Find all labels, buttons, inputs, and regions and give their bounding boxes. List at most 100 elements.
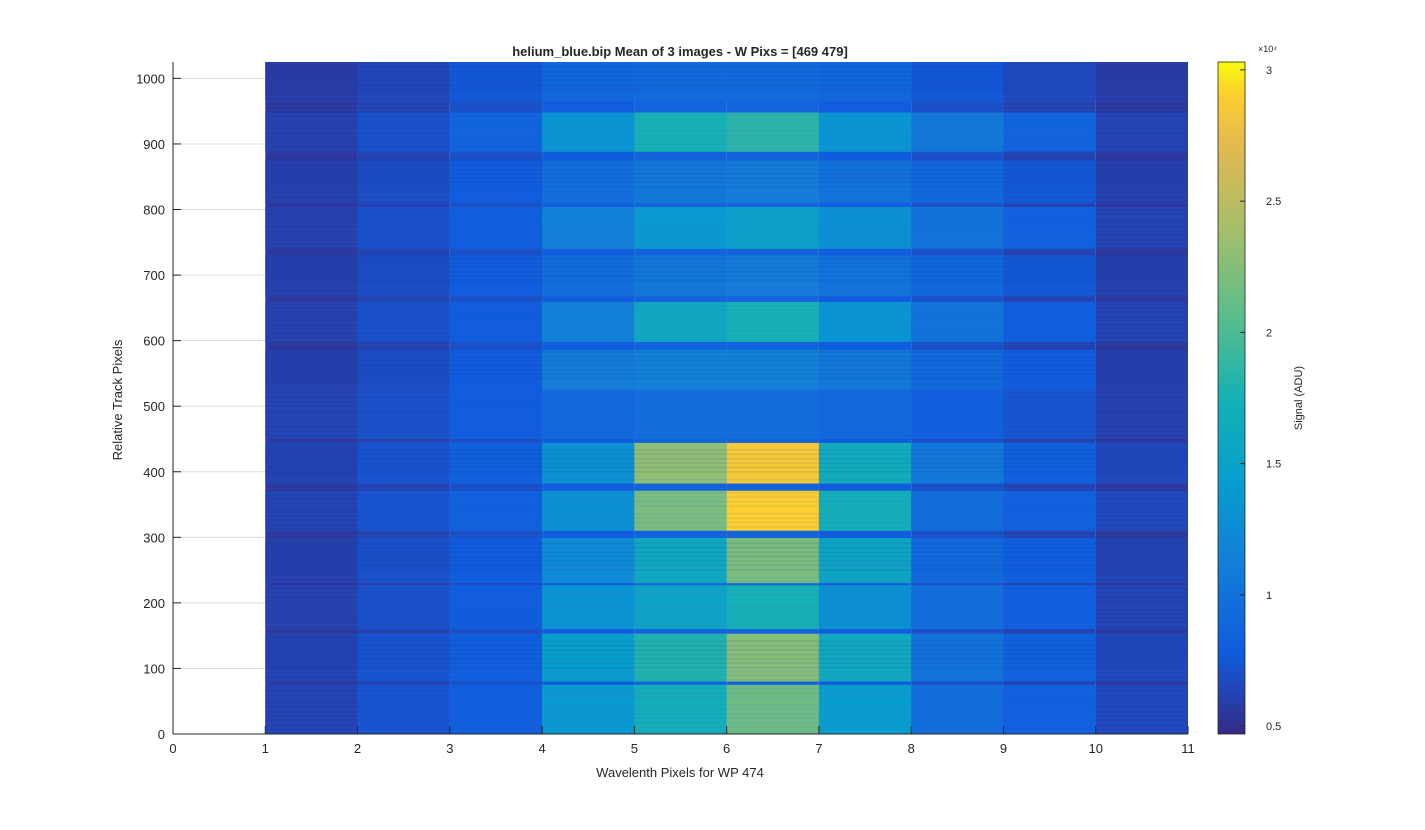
x-tick-label: 7 (815, 741, 822, 756)
heatmap-cell (818, 585, 912, 630)
heatmap-cell (818, 112, 912, 152)
heatmap-cell (726, 389, 819, 439)
heatmap-cell (265, 255, 358, 297)
heatmap-cell (634, 684, 727, 734)
heatmap-cell (357, 160, 450, 203)
heatmap-cell (1095, 112, 1188, 152)
heatmap-streak (265, 355, 1188, 358)
heatmap-cell (911, 62, 1004, 102)
heatmap-streak (265, 423, 1188, 426)
colorbar-tick-label: 3 (1266, 65, 1272, 77)
heatmap-streak (265, 628, 1188, 630)
heatmap-streak (265, 462, 1188, 464)
heatmap-streak (265, 275, 1188, 277)
heatmap-cell (357, 62, 450, 102)
heatmap-cell (818, 349, 912, 390)
heatmap-cell (449, 349, 543, 390)
heatmap-cell (1095, 442, 1188, 484)
heatmap-streak (265, 118, 1188, 120)
heatmap-streak (265, 598, 1188, 601)
heatmap-streak (265, 143, 1188, 145)
heatmap-streak (265, 526, 1188, 528)
heatmap-streak (265, 547, 1188, 549)
heatmap-streak (265, 496, 1188, 498)
x-tick-label: 6 (723, 741, 730, 756)
heatmap-streak (265, 517, 1188, 519)
heatmap-cell (911, 442, 1004, 484)
y-tick-label: 100 (143, 661, 165, 676)
heatmap-streak (265, 487, 1188, 490)
x-tick-label: 0 (169, 741, 176, 756)
heatmap-cell (726, 442, 819, 484)
y-tick-label: 200 (143, 596, 165, 611)
heatmap-streak (265, 250, 1188, 252)
heatmap-cell (449, 62, 543, 102)
heatmap-cell (357, 442, 450, 484)
heatmap-streak (265, 377, 1188, 380)
heatmap-cell (911, 349, 1004, 390)
colorbar-tick-label: 1.5 (1266, 459, 1281, 471)
heatmap-streak (265, 692, 1188, 694)
heatmap-cell (726, 112, 819, 152)
heatmap-streak (265, 343, 1188, 346)
heatmap-streak (265, 168, 1188, 171)
heatmap-cell (449, 585, 543, 630)
heatmap-streak (265, 279, 1188, 282)
heatmap-cell (818, 206, 912, 249)
heatmap-cell (911, 490, 1004, 531)
heatmap-cell (911, 389, 1004, 439)
heatmap-cell (634, 160, 727, 203)
heatmap-streak (265, 594, 1188, 596)
heatmap-streak (265, 644, 1188, 647)
colorbar-gradient (1217, 61, 1246, 735)
heatmap-streak (265, 415, 1188, 417)
heatmap-cell (818, 442, 912, 484)
heatmap-streak (265, 704, 1188, 706)
heatmap-cell (1003, 206, 1096, 249)
heatmap-cell (449, 633, 543, 682)
y-tick-label: 0 (158, 727, 165, 742)
heatmap-streak (265, 300, 1188, 303)
heatmap-cell (1003, 585, 1096, 630)
heatmap-streak (265, 589, 1188, 592)
heatmap-cell (265, 389, 358, 439)
heatmap-cell (265, 301, 358, 342)
heatmap-cell (357, 633, 450, 682)
colorbar-label: Signal (ADU) (1293, 366, 1305, 430)
heatmap-cell (542, 349, 635, 390)
heatmap-cell (1003, 349, 1096, 390)
heatmap-cell (726, 206, 819, 249)
heatmap-cell (911, 255, 1004, 297)
heatmap-cell (1095, 684, 1188, 734)
heatmap-streak (265, 453, 1188, 456)
heatmap-cell (1095, 255, 1188, 297)
colorbar-tick-label: 2 (1266, 327, 1272, 339)
heatmap-streak (265, 202, 1188, 205)
heatmap-cell (1003, 389, 1096, 439)
heatmap-cell (265, 206, 358, 249)
heatmap-streak (265, 662, 1188, 664)
axes: 0 1 2 3 4 5 6 7 8 9 10 11 0 100 200 300 400 500 600 700 800 9… (136, 62, 1195, 756)
heatmap-cell (542, 62, 635, 102)
heatmap-streak (265, 122, 1188, 124)
heatmap-cell (634, 255, 727, 297)
heatmap-streak (265, 309, 1188, 311)
heatmap-cell (726, 301, 819, 342)
heatmap-cell (357, 349, 450, 390)
heatmap-cell (1003, 62, 1096, 102)
heatmap-streak (265, 432, 1188, 435)
heatmap-cell (357, 490, 450, 531)
heatmap-cell (265, 585, 358, 630)
x-tick-label: 3 (446, 741, 453, 756)
heatmap-cell (542, 112, 635, 152)
x-axis-label: Wavelenth Pixels for WP 474 (596, 765, 764, 780)
x-tick-label: 10 (1088, 741, 1102, 756)
heatmap-cell (1003, 633, 1096, 682)
heatmap-streak (265, 568, 1188, 571)
y-tick-label: 300 (143, 530, 165, 545)
heatmap-cell (911, 301, 1004, 342)
heatmap-cell (1003, 255, 1096, 297)
x-tick-label: 8 (908, 741, 915, 756)
